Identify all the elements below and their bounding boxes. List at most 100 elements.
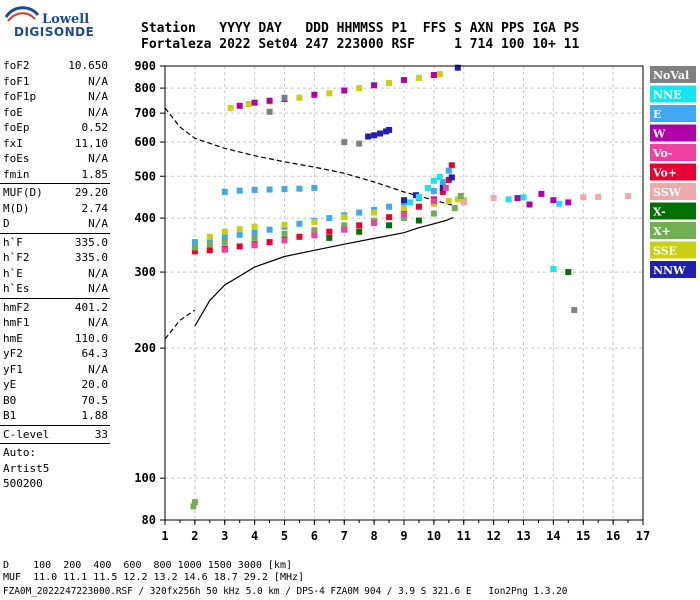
param-row: B0 70.5 bbox=[0, 393, 110, 409]
echo-point-w bbox=[401, 77, 407, 84]
echo-point-vo bbox=[386, 214, 393, 221]
echo-point-sse bbox=[401, 205, 407, 212]
profile-curve-dashed bbox=[164, 107, 454, 206]
param-value: N/A bbox=[88, 152, 108, 165]
echo-point-e bbox=[430, 188, 437, 195]
echo-point-vo bbox=[281, 237, 288, 244]
echo-point-noval bbox=[266, 108, 273, 115]
legend-swatch bbox=[650, 163, 696, 181]
echo-point-noval bbox=[341, 139, 348, 146]
legend-label: SSE bbox=[653, 245, 677, 258]
legend-swatch bbox=[650, 124, 696, 142]
echo-point-e bbox=[266, 186, 273, 193]
echo-point-e bbox=[236, 231, 243, 238]
param-row: foEp 0.52 bbox=[0, 120, 110, 136]
y-tick-label: 800 bbox=[134, 81, 156, 95]
param-name: h`E bbox=[3, 266, 23, 280]
param-value: 10.650 bbox=[68, 59, 108, 72]
echo-point-e bbox=[221, 233, 228, 240]
echo-point-vo bbox=[442, 184, 449, 191]
echo-point-nne bbox=[505, 196, 512, 203]
legend-label: X- bbox=[653, 206, 666, 219]
param-row: foEs N/A bbox=[0, 151, 110, 167]
echo-point-vo bbox=[191, 248, 198, 255]
echo-point-vo bbox=[430, 198, 437, 205]
echo-point-w bbox=[371, 82, 378, 89]
param-value: N/A bbox=[88, 282, 108, 295]
echo-point-w bbox=[266, 97, 273, 104]
echo-point-e bbox=[296, 220, 303, 227]
echo-point-vo bbox=[341, 226, 348, 233]
param-value: N/A bbox=[88, 105, 108, 119]
legend-label: W bbox=[652, 128, 666, 141]
y-tick-label: 700 bbox=[134, 106, 156, 120]
param-name: h`Es bbox=[3, 282, 30, 295]
echo-point-sse bbox=[386, 80, 393, 86]
ionogram-chart: 1 2 3 4 5 6 7 8 9 10 11 12 13 14 15 16 17801002003004005… bbox=[134, 59, 696, 543]
x-tick-label: 6 bbox=[311, 529, 318, 543]
param-name: Auto: bbox=[3, 446, 37, 459]
echo-point-vo bbox=[415, 203, 422, 210]
param-value: 11.10 bbox=[74, 136, 108, 150]
legend-swatch bbox=[650, 144, 696, 161]
y-tick-label: 300 bbox=[134, 265, 156, 279]
echo-point-sse bbox=[436, 71, 443, 78]
x-tick-label: 13 bbox=[516, 529, 530, 543]
param-name: fmin bbox=[3, 167, 30, 181]
chart-axes: 1 2 3 4 5 6 7 8 9 10 11 12 13 14 15 16 17801002003004005… bbox=[134, 59, 650, 543]
echo-point-nne bbox=[407, 199, 413, 206]
param-row: yF2 64.3 bbox=[0, 346, 110, 362]
param-name: foE bbox=[3, 105, 23, 119]
header-labels: Station YYYY DAY DDD HHMMSS P1 FFS S AXN… bbox=[141, 21, 580, 36]
echo-point-vo bbox=[439, 188, 446, 195]
echo-point-nne bbox=[520, 194, 527, 201]
param-value: 70.5 bbox=[81, 393, 109, 407]
param-value: N/A bbox=[88, 217, 108, 230]
echo-point-e bbox=[326, 215, 333, 222]
legend-swatch bbox=[650, 261, 696, 278]
profile-curve-solid bbox=[194, 217, 454, 327]
echo-point-sse bbox=[454, 196, 461, 203]
param-value: N/A bbox=[88, 90, 108, 103]
echo-point-vo bbox=[206, 247, 213, 254]
echo-point-vo bbox=[311, 232, 318, 239]
profile-curve-dashed bbox=[164, 309, 196, 340]
echo-point-x bbox=[401, 215, 407, 222]
echo-point-x bbox=[451, 205, 458, 212]
param-name: foEp bbox=[3, 121, 30, 134]
echo-point-sse bbox=[251, 223, 258, 230]
echo-point-w bbox=[311, 91, 318, 98]
echo-point-w bbox=[550, 197, 557, 204]
param-row: h`Es N/A bbox=[0, 281, 110, 297]
echo-point-e bbox=[439, 179, 446, 185]
echo-point-ssw bbox=[490, 195, 497, 202]
echo-point-vo bbox=[251, 242, 258, 249]
echo-point-nnw bbox=[401, 197, 407, 204]
param-name: yE bbox=[3, 378, 17, 391]
echo-point-x bbox=[206, 241, 213, 248]
legend-label: Vo+ bbox=[652, 167, 677, 180]
echo-point-x bbox=[430, 210, 437, 217]
echo-point-sse bbox=[415, 74, 422, 81]
legend-swatch bbox=[650, 66, 696, 83]
logo-swoosh-icon bbox=[4, 6, 40, 22]
y-tick-label: 900 bbox=[134, 59, 156, 73]
echo-point-x bbox=[221, 239, 228, 246]
echo-point-nne bbox=[430, 177, 437, 184]
echo-point-noval bbox=[356, 140, 363, 147]
muf-row: MUF 11.0 11.1 11.5 12.2 13.2 14.6 18.7 2… bbox=[3, 572, 305, 583]
param-row: fmin 1.85 bbox=[0, 167, 110, 183]
param-row: yE 20.0 bbox=[0, 377, 110, 393]
y-tick-label: 400 bbox=[134, 211, 156, 225]
echo-point-x bbox=[191, 499, 198, 506]
x-tick-label: 12 bbox=[486, 529, 500, 543]
legend-label: NNE bbox=[653, 89, 682, 102]
param-row: hmE 110.0 bbox=[0, 331, 110, 347]
echo-point-e bbox=[236, 187, 243, 194]
legend-label: X+ bbox=[653, 225, 671, 238]
echo-point-ssw bbox=[625, 193, 632, 199]
param-row: foE N/A bbox=[0, 105, 110, 121]
param-value: 110.0 bbox=[74, 331, 108, 345]
echo-point-w bbox=[538, 190, 545, 197]
echo-point-w bbox=[236, 102, 243, 109]
